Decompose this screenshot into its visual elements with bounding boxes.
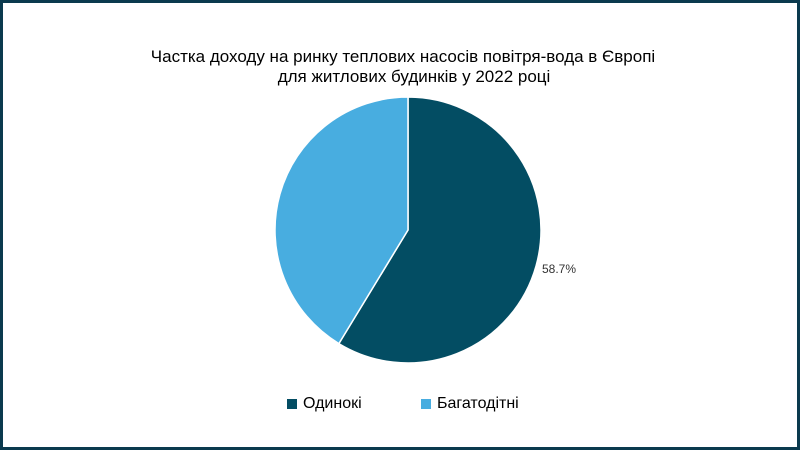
- pie-chart: 58.7%: [274, 96, 576, 364]
- slice-odynoki: [337, 96, 542, 364]
- legend-label-bahatoditni: Багатодітні: [437, 395, 519, 412]
- chart-title-line-2: для житлових будинків у 2022 році: [277, 67, 551, 86]
- chart-title-line-1: Частка доходу на ринку теплових насосів …: [150, 47, 656, 66]
- legend-swatch-bahatoditni: [421, 399, 431, 409]
- chart-legend: Одинокі Багатодітні: [3, 395, 800, 419]
- legend-swatch-odynoki: [287, 399, 297, 409]
- slice-bahatoditni: [274, 96, 409, 345]
- pie-slices: [274, 96, 542, 364]
- legend-item-bahatoditni: Багатодітні: [421, 395, 519, 413]
- legend-label-odynoki: Одинокі: [303, 395, 362, 412]
- slice-data-label-odynoki: 58.7%: [542, 262, 576, 276]
- legend-item-odynoki: Одинокі: [287, 395, 362, 413]
- chart-title: Частка доходу на ринку теплових насосів …: [3, 47, 800, 87]
